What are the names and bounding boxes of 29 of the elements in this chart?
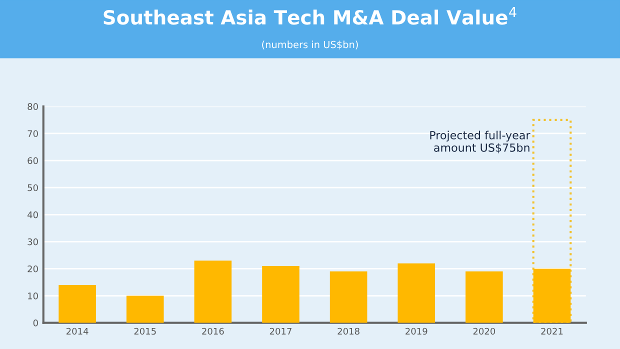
x-tick-label: 2018	[338, 328, 360, 335]
x-tick-label: 2021	[541, 328, 563, 335]
bar	[330, 271, 368, 323]
bar	[126, 296, 164, 323]
bar	[533, 268, 571, 323]
bar	[262, 266, 300, 323]
x-tick-label: 2019	[406, 328, 428, 335]
y-tick-label: 50	[28, 184, 38, 192]
x-tick-label: 2020	[473, 328, 496, 335]
y-tick-label: 10	[28, 292, 38, 300]
bar	[398, 263, 436, 323]
bar	[58, 284, 96, 323]
bar	[532, 118, 572, 323]
chart-title: Southeast Asia Tech M&A Deal Value$^{4}$	[104, 7, 516, 25]
y-tick-label: 0	[33, 320, 38, 326]
x-tick-label: 2014	[66, 328, 88, 335]
x-tick-label: 2017	[270, 328, 292, 335]
bar	[466, 271, 503, 323]
y-tick-label: 40	[27, 211, 38, 218]
y-tick-label: 80	[28, 103, 38, 110]
chart-subtitle: (numbers in US$bn)	[262, 40, 358, 50]
y-tick-label: 70	[28, 130, 38, 138]
x-tick-label: 2015	[134, 328, 156, 335]
x-tick-label: 2016	[202, 328, 224, 335]
y-tick-label: 20	[28, 265, 38, 272]
y-tick-label: 60	[28, 157, 38, 164]
y-tick-label: 30	[28, 238, 38, 246]
bar	[194, 260, 232, 323]
annotation: Projected full-year amount US$75bn	[430, 130, 530, 154]
